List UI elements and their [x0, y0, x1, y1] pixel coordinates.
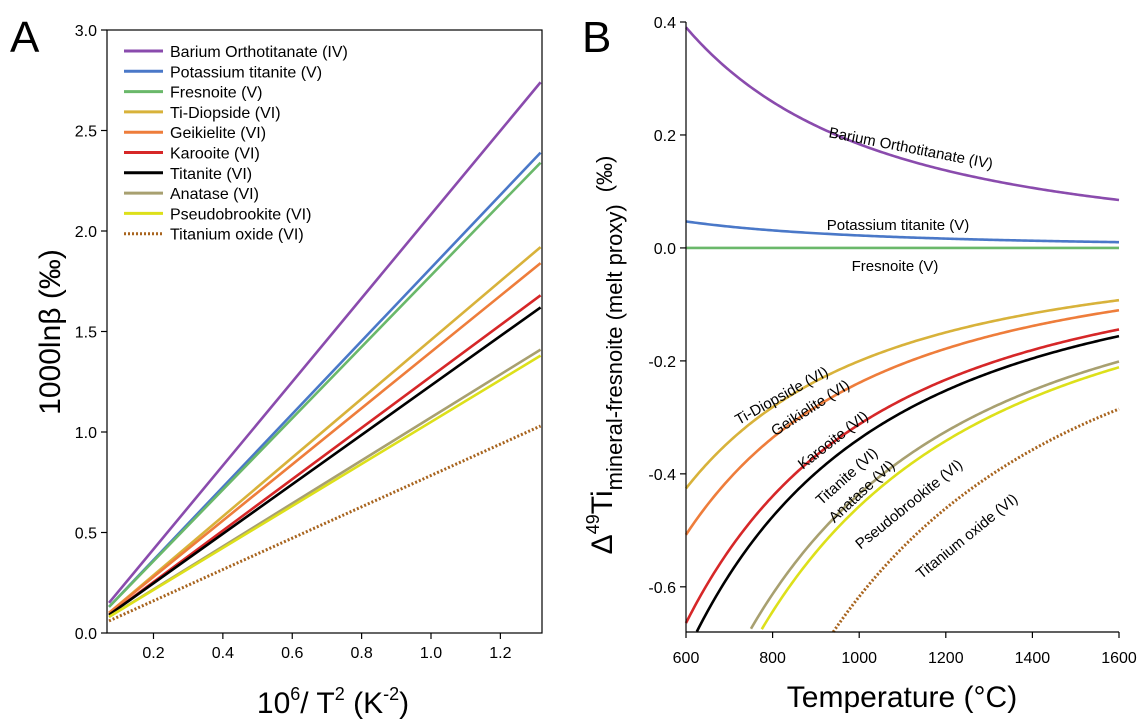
panel-b-series-curve-barium-orthotitanate-iv — [685, 26, 1120, 202]
panel-a-series-line-geikielite-vi — [108, 262, 542, 614]
panel-a-series-line-karooite-vi — [108, 294, 542, 616]
y-title-sup: 49 — [583, 514, 603, 534]
legend-label-potassium-titanite-v: Potassium titanite (V) — [170, 64, 322, 81]
panel-a-x-tick-label: 0.8 — [350, 645, 372, 662]
panel-b-series-curve-titanite-vi — [695, 334, 1120, 633]
x-title-unit: (K — [345, 687, 383, 720]
panel-a-series-line-pseudobrookite-vi — [108, 354, 542, 619]
panel-a-y-tick-label: 2.5 — [75, 124, 97, 141]
legend-label-fresnoite-v: Fresnoite (V) — [170, 85, 262, 102]
panel-a-x-tick-label: 0.2 — [142, 645, 164, 662]
legend-label-pseudobrookite-vi: Pseudobrookite (VI) — [170, 206, 311, 223]
panel-a-series-line-fresnoite-v — [108, 161, 542, 608]
panel-b-curve-label-titanium-oxide-vi: Titanium oxide (VI) — [913, 490, 1021, 582]
legend-label-geikielite-vi: Geikielite (VI) — [170, 125, 266, 142]
panel-b-curve-label-fresnoite-v: Fresnoite (V) — [852, 258, 939, 275]
panel-b-curve-label-barium-orthotitanate-iv: Barium Orthotitanate (IV) — [827, 124, 994, 173]
panel-a-legend: Barium Orthotitanate (IV) Potassium titan… — [124, 44, 348, 244]
panel-a-ticks: 0.2 0.4 0.6 0.8 1.0 1.2 0.0 0.5 1.0 1.5 2.0 2.5 3.0 — [75, 23, 512, 662]
panel-a-x-tick-label: 1.2 — [489, 645, 511, 662]
panel-b-y-tick-label: 0.4 — [654, 15, 676, 32]
panel-b-y-tick-label: -0.4 — [648, 467, 676, 484]
panel-b-series-curve-ti-diopside-vi — [684, 298, 1120, 490]
panel-a-series-line-barium-orthotitanate-iv — [108, 81, 542, 604]
legend-label-anatase-vi: Anatase (VI) — [170, 186, 259, 203]
legend-label-barium-orthotitanate-iv: Barium Orthotitanate (IV) — [170, 44, 348, 61]
panel-a-label: A — [10, 13, 40, 62]
panel-b-y-tick-label: 0.0 — [654, 241, 676, 258]
panel-b: B 600 800 1000 1200 1400 1600 -0.6 -0.4 -0.2 0.0 0… — [582, 13, 1137, 714]
panel-b-x-tick-label: 1600 — [1101, 650, 1137, 667]
panel-b-label: B — [582, 13, 611, 62]
panel-a-series-line-ti-diopside-vi — [108, 246, 542, 614]
panel-b-x-axis-title: Temperature (°C) — [787, 681, 1017, 714]
panel-a-y-tick-label: 2.0 — [75, 224, 97, 241]
panel-b-series-curve-anatase-vi — [749, 360, 1120, 630]
panel-a-plot-area — [108, 81, 542, 623]
panel-b-ticks: 600 800 1000 1200 1400 1600 -0.6 -0.4 -0.2 0.0 0.2… — [648, 15, 1136, 667]
panel-a-y-axis-title: 1000lnβ (‰) — [34, 249, 67, 415]
panel-a: A 0.2 0.4 0.6 0.8 1.0 1.2 0.0 0.5 1.0 1.5 2.0 2.5 3.… — [10, 13, 543, 720]
panel-a-x-tick-label: 0.4 — [212, 645, 234, 662]
legend-label-ti-diopside-vi: Ti-Diopside (VI) — [170, 105, 281, 122]
panel-b-series-curve-geikielite-vi — [684, 308, 1120, 536]
panel-b-x-tick-label: 1200 — [928, 650, 964, 667]
legend-label-titanium-oxide-vi: Titanium oxide (VI) — [170, 227, 304, 244]
panel-b-x-tick-label: 1400 — [1015, 650, 1051, 667]
panel-a-series-line-titanite-vi — [108, 306, 542, 616]
panel-b-series-curve-potassium-titanite-v — [685, 220, 1120, 244]
x-title-mid: / T — [300, 687, 334, 720]
panel-b-y-tick-label: -0.2 — [648, 354, 676, 371]
panel-b-y-tick-label: -0.6 — [648, 580, 676, 597]
legend-label-karooite-vi: Karooite (VI) — [170, 146, 260, 163]
panel-a-series-line-titanium-oxide-vi — [108, 424, 542, 623]
panel-a-x-tick-label: 0.6 — [281, 645, 303, 662]
x-title-exp2: 2 — [335, 684, 345, 704]
panel-b-series-curve-titanium-oxide-vi — [831, 407, 1120, 633]
x-title-exp: 6 — [290, 684, 300, 704]
y-title-unit: (‰) — [592, 156, 617, 193]
panel-b-series-curve-karooite-vi — [684, 328, 1120, 624]
panel-b-series-curve-pseudobrookite-vi — [760, 366, 1120, 630]
panel-a-y-tick-label: 1.0 — [75, 425, 97, 442]
x-title-unit-exp: -2 — [383, 684, 399, 704]
panel-b-x-tick-label: 600 — [673, 650, 700, 667]
panel-a-y-tick-label: 0.5 — [75, 526, 97, 543]
x-title-close: ) — [399, 687, 409, 720]
panel-b-plot-area — [684, 26, 1120, 633]
panel-b-x-tick-label: 1000 — [841, 650, 877, 667]
panel-b-y-tick-label: 0.2 — [654, 128, 676, 145]
panel-a-x-tick-label: 1.0 — [420, 645, 442, 662]
panel-a-y-tick-label: 3.0 — [75, 23, 97, 40]
panel-b-curve-label-potassium-titanite-v: Potassium titanite (V) — [827, 217, 970, 234]
y-title-ti: Ti — [586, 490, 619, 514]
panel-a-x-axis-title: 106/ T2 (K-2) — [257, 684, 409, 720]
y-title-sub: mineral-fresnoite (melt proxy) — [602, 204, 627, 490]
panel-b-x-tick-label: 800 — [759, 650, 786, 667]
panel-a-y-tick-label: 0.0 — [75, 626, 97, 643]
panel-a-y-tick-label: 1.5 — [75, 325, 97, 342]
x-title-base: 10 — [257, 687, 290, 720]
panel-b-y-axis-title: Δ49Timineral-fresnoite (melt proxy) (‰) — [583, 156, 627, 555]
legend-label-titanite-vi: Titanite (VI) — [170, 166, 252, 183]
y-title-delta: Δ — [586, 534, 619, 554]
